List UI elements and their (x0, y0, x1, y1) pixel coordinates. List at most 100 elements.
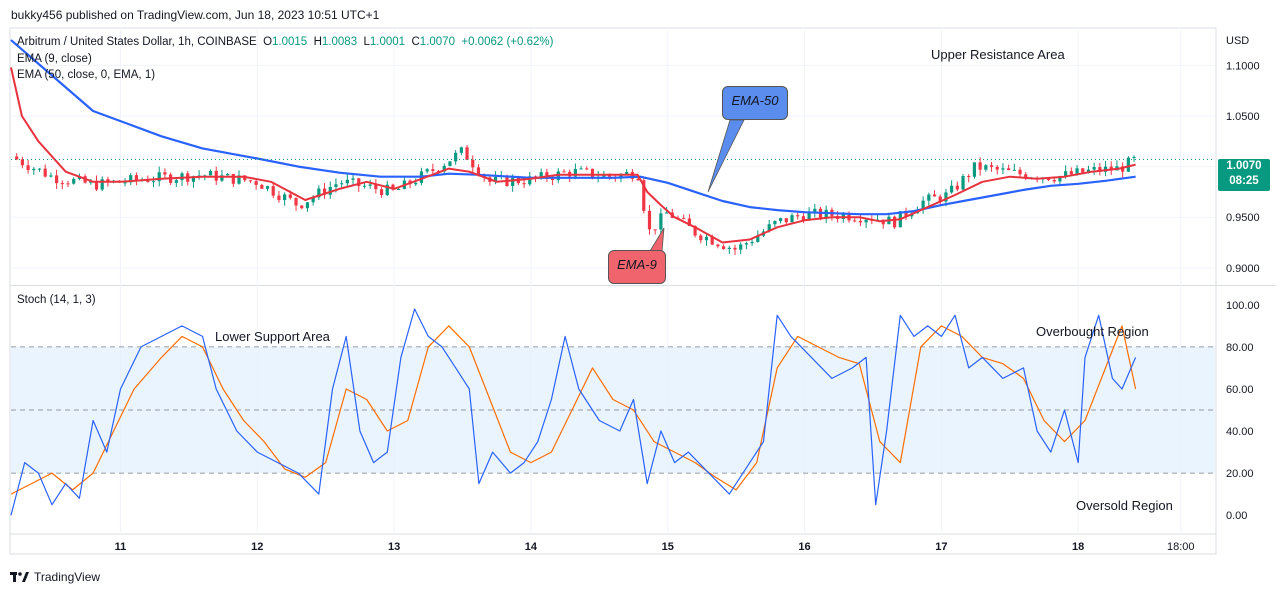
candle-body (938, 196, 942, 202)
candle-body (55, 175, 59, 184)
candle-body (459, 147, 463, 153)
candle-body (340, 183, 344, 185)
candle-body (967, 176, 971, 178)
currency-label: USD (1226, 35, 1249, 47)
stoch-legend[interactable]: Stoch (14, 1, 3) (17, 294, 96, 306)
candle-body (704, 236, 709, 241)
candle-body (756, 235, 760, 242)
time-tick-label: 12 (251, 541, 263, 553)
stoch-tick-label: 100.00 (1226, 300, 1260, 312)
candle-body (664, 212, 669, 214)
candle-body (106, 179, 110, 182)
candle-body (767, 224, 771, 232)
candle-body (528, 176, 532, 185)
candle-body (944, 192, 948, 202)
change-value: +0.0062 (+0.62%) (461, 36, 554, 48)
candle-body (454, 152, 458, 162)
candle-body (1121, 166, 1125, 172)
candle-body (72, 178, 76, 184)
stoch-tick-label: 20.00 (1226, 468, 1254, 480)
high-label: H (313, 36, 322, 48)
time-tick-label: 18:00 (1167, 541, 1195, 553)
tradingview-logo-icon (10, 572, 29, 582)
oversold-label: Oversold Region (1076, 498, 1173, 513)
candle-body (442, 165, 446, 172)
candle-body (254, 181, 258, 185)
candle-body (283, 194, 287, 201)
candle-body (345, 179, 349, 184)
candle-body (545, 172, 549, 179)
candle-body (237, 175, 241, 184)
candle-body (1064, 171, 1068, 177)
candle-body (750, 241, 754, 244)
candle-body (294, 197, 298, 206)
candle-body (231, 173, 235, 184)
candle-body (550, 178, 555, 181)
candle-body (779, 218, 783, 222)
candle-body (379, 189, 384, 196)
price-tick-label: 0.9000 (1226, 263, 1260, 275)
candle-body (362, 185, 367, 187)
candle-body (425, 169, 429, 172)
candle-body (1024, 174, 1028, 179)
stoch-k-line (10, 308, 1137, 516)
candle-body (265, 186, 270, 189)
candle-body (893, 216, 897, 228)
candle-body (277, 195, 281, 201)
candle-body (288, 194, 292, 198)
low-label: L (363, 36, 370, 48)
candle-body (357, 178, 361, 187)
overbought-label: Overbought Region (1036, 324, 1149, 339)
candle-body (1098, 166, 1102, 172)
chart-frame (9, 27, 1217, 555)
candle-body (163, 172, 167, 175)
candle-body (317, 188, 321, 198)
candle-body (625, 171, 629, 175)
candle-body (100, 179, 104, 190)
candle-body (391, 184, 395, 190)
candle-body (1126, 157, 1130, 172)
candle-body (1092, 166, 1096, 170)
candle-body (385, 184, 389, 196)
tradingview-footer[interactable]: TradingView (10, 570, 100, 584)
candle-body (989, 165, 994, 167)
candle-body (1018, 169, 1022, 175)
time-tick-label: 15 (662, 541, 674, 553)
candle-body (773, 221, 777, 225)
tradingview-brand: TradingView (34, 570, 101, 584)
candle-body (334, 184, 338, 187)
candle-body (15, 156, 19, 160)
low-value: 1.0001 (369, 36, 406, 48)
candle-body (1081, 168, 1085, 173)
bar-countdown: 08:25 (1229, 175, 1259, 187)
ema9-legend[interactable]: EMA (9, close) (17, 53, 92, 65)
last-price-value: 1.0070 (1226, 160, 1262, 172)
candle-body (1075, 168, 1079, 175)
candle-body (682, 218, 686, 220)
candle-body (60, 183, 64, 185)
candle-body (801, 216, 806, 221)
candle-body (716, 244, 720, 247)
candle-body (20, 159, 25, 166)
high-value: 1.0083 (321, 36, 358, 48)
candle-body (431, 169, 435, 171)
candle-body (123, 182, 127, 184)
open-value: 1.0015 (272, 36, 308, 48)
lower-support-label: Lower Support Area (215, 329, 330, 344)
candle-body (66, 183, 70, 185)
ema50-legend[interactable]: EMA (50, close, 0, EMA, 1) (17, 69, 156, 81)
candle-body (807, 211, 811, 221)
ema50-callout: EMA-50 (722, 86, 788, 120)
candle-body (1132, 156, 1136, 158)
candle-body (921, 200, 925, 210)
candle-body (37, 168, 42, 170)
candle-body (955, 185, 959, 190)
time-tick-label: 13 (388, 541, 400, 553)
candle-body (476, 167, 481, 175)
candle-body (1058, 176, 1062, 182)
candle-body (157, 172, 161, 182)
candle-body (226, 173, 230, 176)
candle-body (271, 186, 275, 196)
candle-body (26, 165, 30, 171)
